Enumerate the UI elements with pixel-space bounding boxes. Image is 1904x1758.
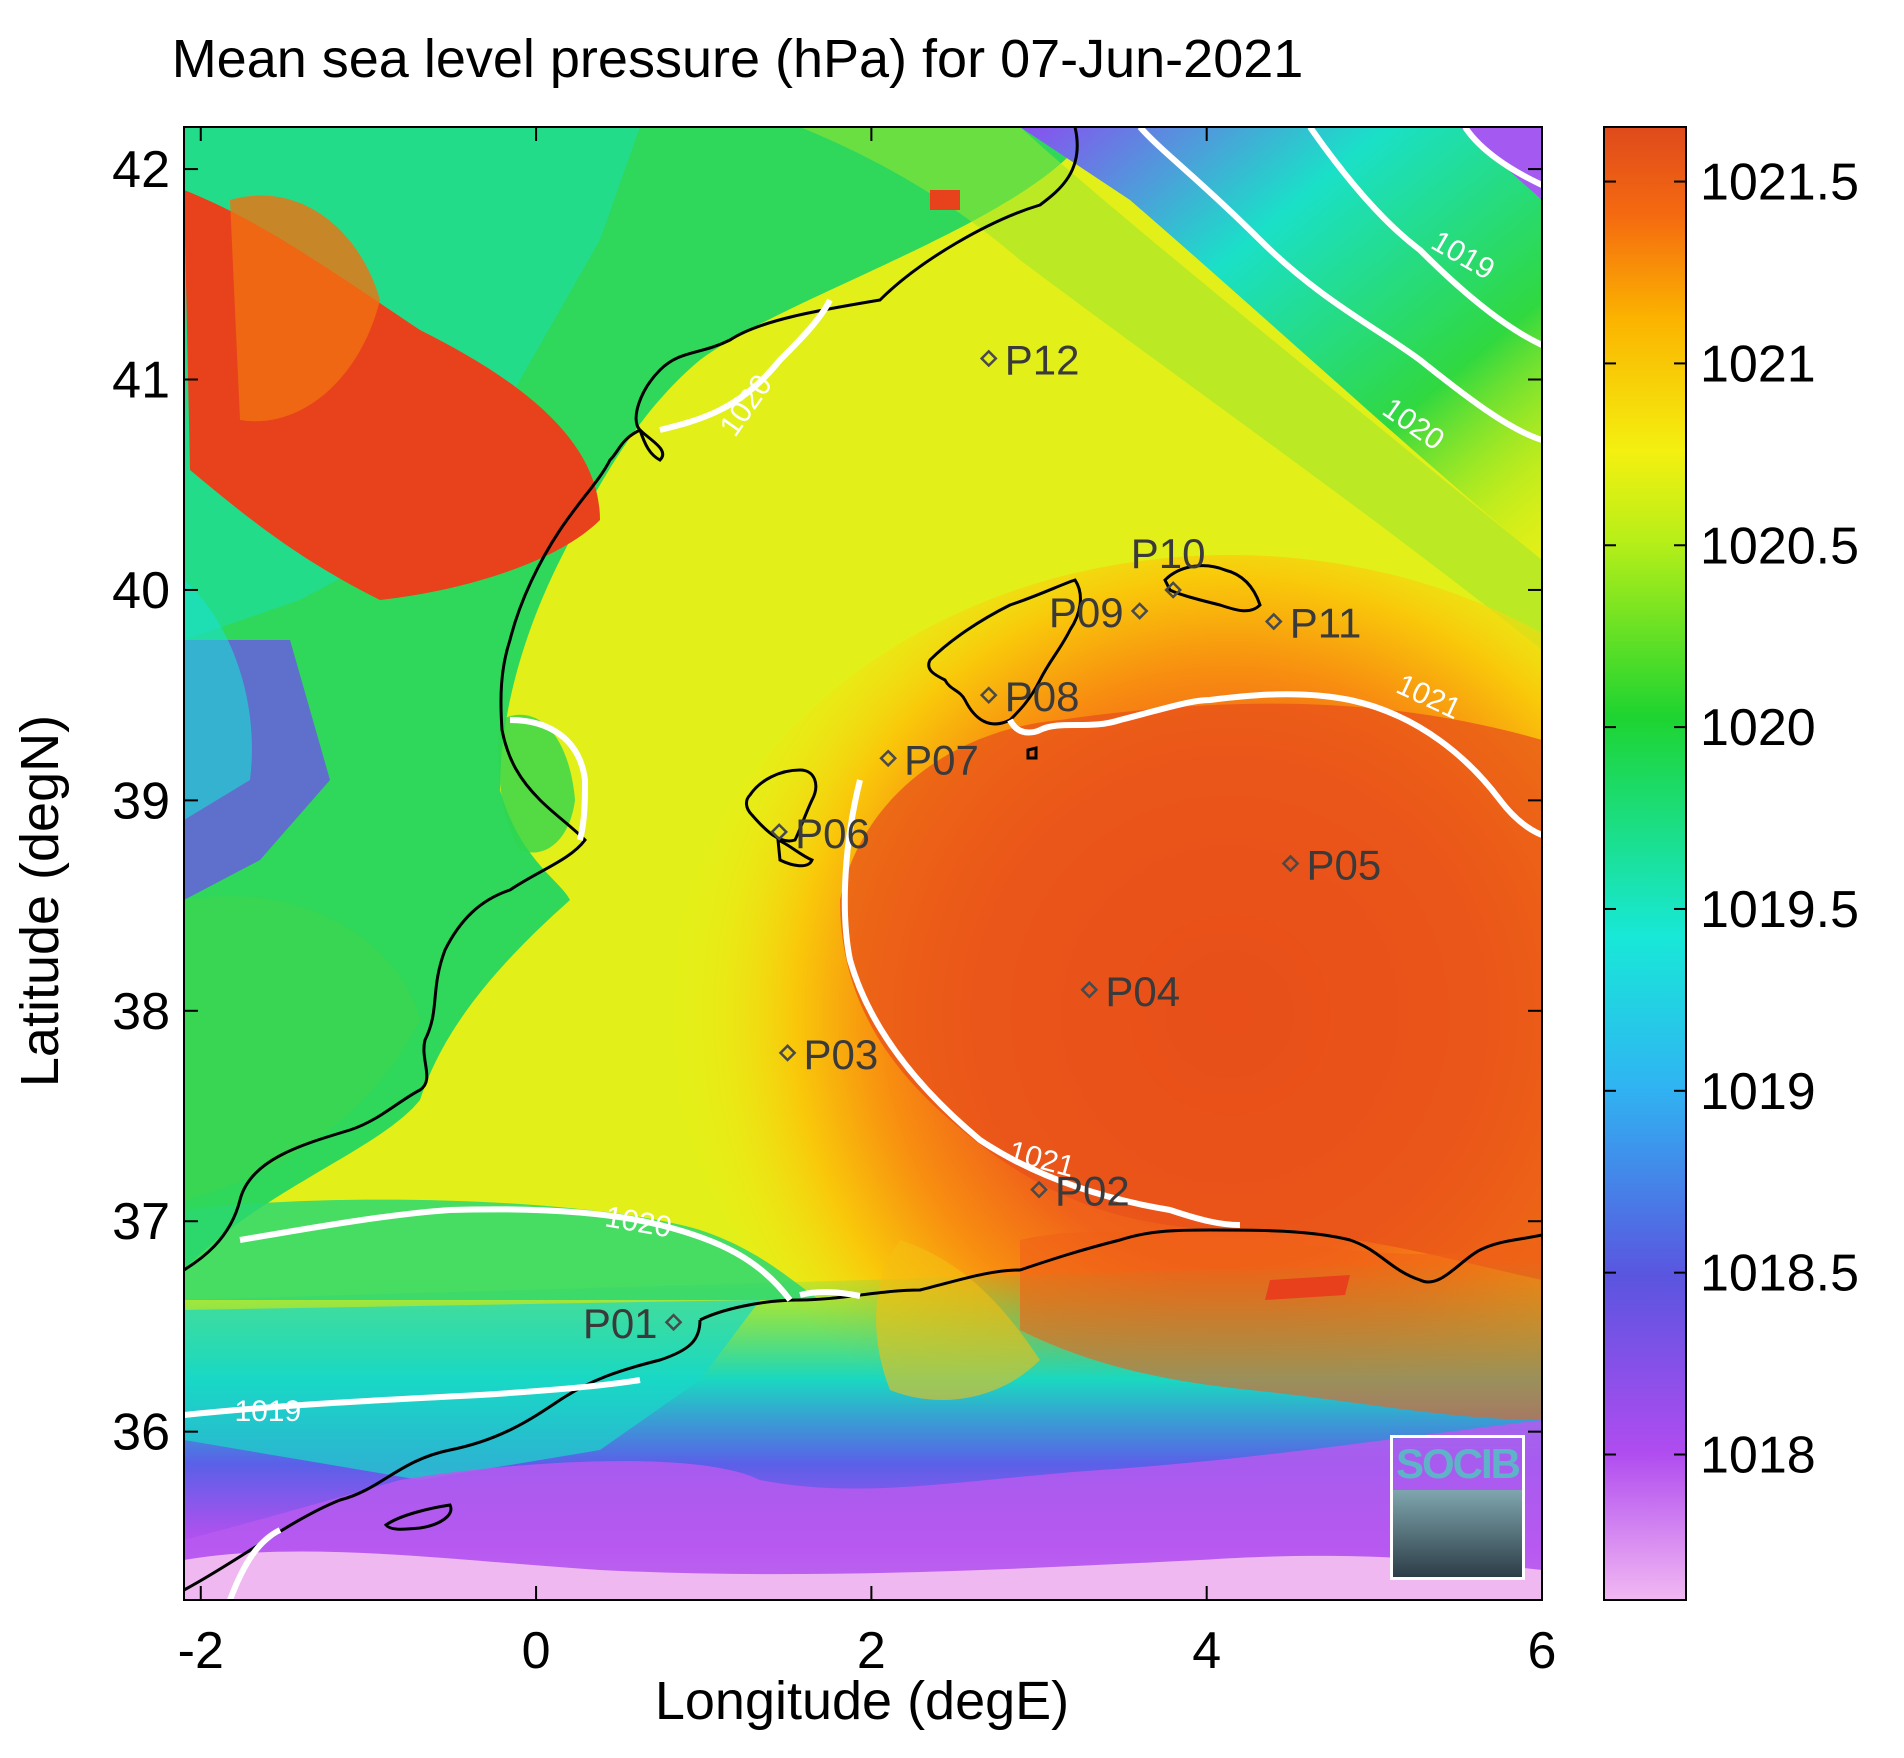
station-marker xyxy=(778,1044,797,1062)
station-label: P01 xyxy=(583,1300,658,1347)
colorbar-tick-label: 1020.5 xyxy=(1700,517,1859,575)
station-label: P07 xyxy=(904,736,979,783)
station-marker xyxy=(1264,612,1283,631)
y-tick-label: 40 xyxy=(112,562,170,620)
station-marker xyxy=(879,749,897,768)
pressure-field xyxy=(184,127,1542,1600)
colorbar-tick-label: 1018 xyxy=(1700,1427,1816,1485)
station-marker xyxy=(1164,581,1182,599)
station-marker xyxy=(1080,980,1099,999)
colorbar-tick-label: 1019.5 xyxy=(1700,881,1859,939)
colorbar-tick-label: 1019 xyxy=(1700,1063,1816,1121)
station-marker xyxy=(1130,602,1149,620)
station-label: P09 xyxy=(1049,589,1124,636)
x-tick-label: 4 xyxy=(1192,1622,1221,1680)
y-tick-label: 41 xyxy=(112,352,170,410)
x-tick-label: -2 xyxy=(178,1622,224,1680)
socib-logo: SOCIB xyxy=(1390,1435,1525,1580)
isobars xyxy=(184,127,1542,1600)
station-label: P08 xyxy=(1005,673,1080,720)
station-marker xyxy=(979,349,998,368)
station-label: P02 xyxy=(1055,1168,1130,1215)
y-tick-label: 42 xyxy=(112,141,170,199)
y-tick-label: 38 xyxy=(112,983,170,1041)
logo-image xyxy=(1393,1490,1522,1577)
y-tick-label: 37 xyxy=(112,1193,170,1251)
colorbar-tick-label: 1020 xyxy=(1700,699,1816,757)
colorbar-tick-label: 1021.5 xyxy=(1700,154,1859,212)
y-axis: 36 37 38 39 40 41 42 xyxy=(112,141,1542,1462)
station-label: P03 xyxy=(804,1031,879,1078)
station-marker xyxy=(1281,854,1300,873)
station-marker xyxy=(770,823,789,841)
colorbar-tick-label: 1018.5 xyxy=(1700,1245,1859,1303)
colorbar-tick-label: 1021 xyxy=(1700,335,1816,393)
station-label: P04 xyxy=(1105,968,1180,1015)
colorbar xyxy=(1603,126,1687,1601)
station-marker xyxy=(979,686,998,704)
colorbar-ticks: 1018 1018.5 1019 1019.5 1020 1020.5 1021 1021.5 xyxy=(1604,154,1859,1485)
station-marker xyxy=(664,1313,683,1332)
x-axis-label: Longitude (degE) xyxy=(654,1671,1070,1731)
logo-text: SOCIB xyxy=(1395,1440,1521,1487)
plot-frame xyxy=(183,126,1543,1601)
figure-title: Mean sea level pressure (hPa) for 07-Jun… xyxy=(171,29,1304,89)
station-label: P11 xyxy=(1290,600,1362,647)
y-axis-label: Latitude (degN) xyxy=(10,714,70,1088)
y-tick-label: 39 xyxy=(112,772,170,830)
y-tick-label: 36 xyxy=(112,1404,170,1462)
x-tick-label: 6 xyxy=(1528,1622,1557,1680)
contour-label: 1019 xyxy=(234,1395,301,1428)
station-marker xyxy=(1030,1180,1048,1199)
x-tick-label: 2 xyxy=(857,1622,886,1680)
x-axis: -2 0 2 4 6 xyxy=(178,127,1557,1680)
station-label: P06 xyxy=(795,810,870,857)
station-label: P12 xyxy=(1005,336,1080,383)
x-tick-label: 0 xyxy=(522,1622,551,1680)
station-label: P05 xyxy=(1307,842,1382,889)
station-label: P10 xyxy=(1131,530,1206,577)
